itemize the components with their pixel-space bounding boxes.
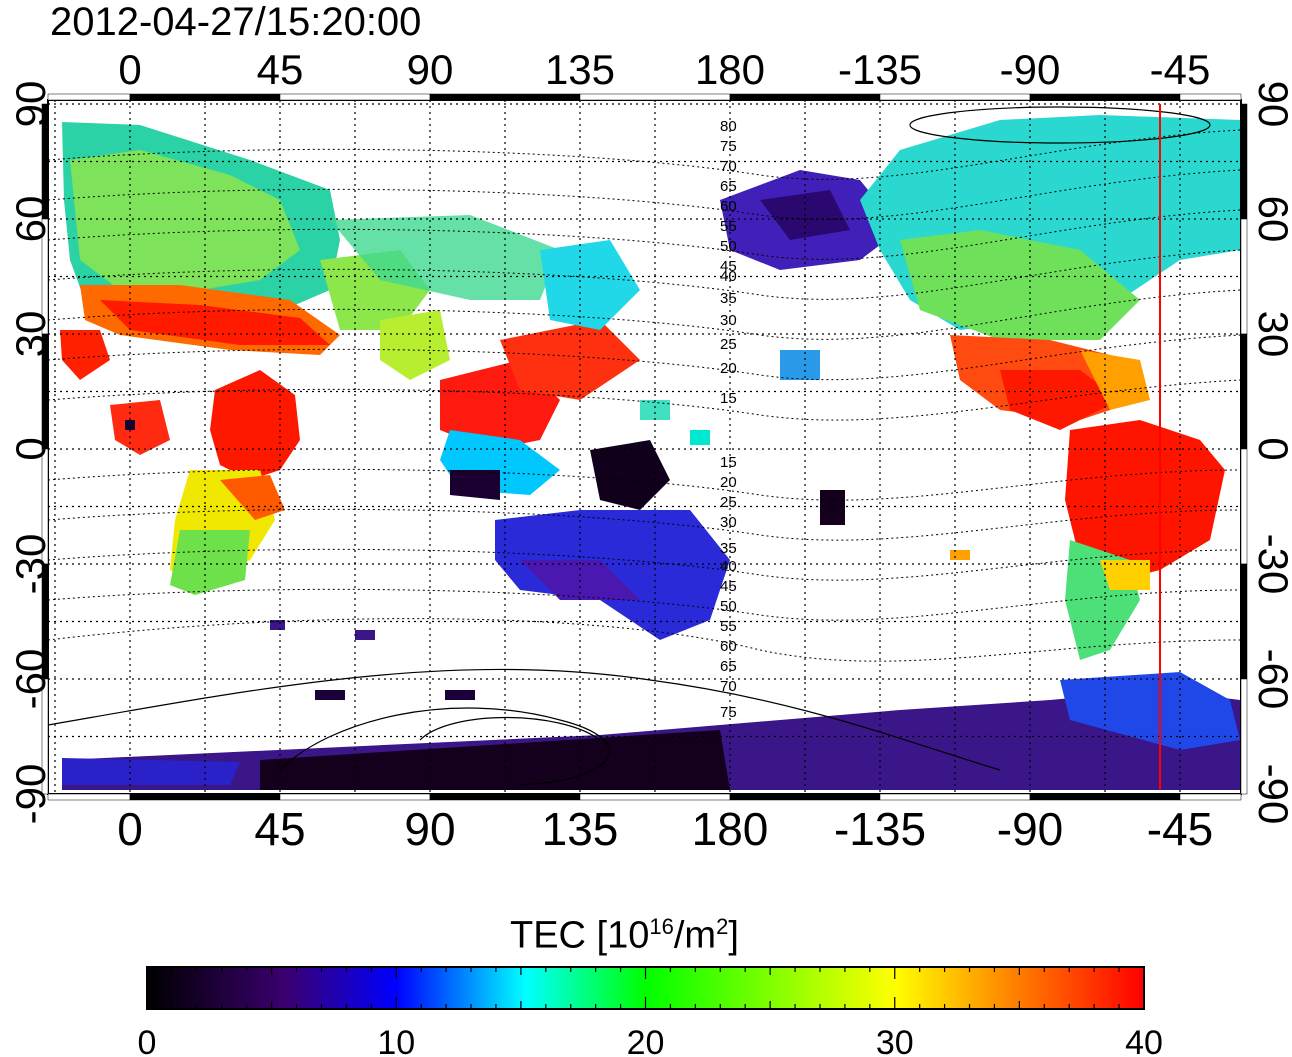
contour-label-s-12: 75	[720, 704, 737, 721]
colorbar-tick-labels: 0 10 20 30 40	[138, 1024, 1163, 1057]
contour-label-n-7: 45	[720, 258, 737, 275]
contour-label-s-4: 35	[720, 540, 737, 557]
contour-label-s-7: 50	[720, 598, 737, 615]
colorbar-label-2: 20	[627, 1024, 665, 1057]
contour-label-s-0: 15	[720, 454, 737, 471]
left-tick-6: -90	[7, 764, 54, 825]
right-tick-0: 90	[1250, 81, 1292, 128]
right-tick-2: 30	[1250, 311, 1292, 358]
colorbar-ticks	[146, 967, 1145, 1009]
contour-label-n-3: 65	[720, 178, 737, 195]
contour-label-n-11: 25	[720, 336, 737, 353]
magnetic-latitude-contours	[47, 129, 1242, 662]
tec-color-regions	[60, 115, 1240, 790]
bottom-tick-6: -90	[997, 803, 1063, 855]
right-latitude-ticks: 90 60 30 0 -30 -60 -90	[1250, 81, 1292, 825]
contour-label-s-6: 45	[720, 578, 737, 595]
bottom-tick-4: 180	[692, 803, 769, 855]
left-tick-4: -30	[7, 534, 54, 595]
contour-label-n-0: 80	[720, 118, 737, 135]
colorbar-title: TEC [1016/m2]	[510, 914, 739, 957]
top-tick-1: 45	[257, 46, 304, 93]
contour-label-s-2: 25	[720, 494, 737, 511]
contour-label-n-2: 70	[720, 158, 737, 175]
contour-label-n-8: 40	[720, 268, 737, 285]
contour-label-n-9: 35	[720, 290, 737, 307]
left-tick-3: 0	[7, 437, 54, 460]
top-tick-2: 90	[407, 46, 454, 93]
top-tick-3: 135	[545, 46, 615, 93]
colorbar-label-3: 30	[876, 1024, 914, 1057]
contour-label-n-12: 20	[720, 360, 737, 377]
contour-label-s-3: 30	[720, 514, 737, 531]
left-tick-5: -60	[7, 649, 54, 710]
right-tick-4: -30	[1250, 534, 1292, 595]
bottom-tick-7: -45	[1147, 803, 1213, 855]
bottom-tick-0: 0	[117, 803, 143, 855]
contour-label-s-1: 20	[720, 474, 737, 491]
top-tick-7: -45	[1150, 46, 1211, 93]
contour-label-n-4: 60	[720, 198, 737, 215]
map-timestamp-title: 2012-04-27/15:20:00	[50, 0, 422, 44]
contour-label-s-8: 55	[720, 618, 737, 635]
right-tick-6: -90	[1250, 764, 1292, 825]
bottom-longitude-ticks: 0 45 90 135 180 -135 -90 -45	[117, 803, 1213, 855]
contour-label-s-10: 65	[720, 658, 737, 675]
top-tick-0: 0	[118, 46, 141, 93]
left-tick-0: 90	[7, 81, 54, 128]
top-tick-6: -90	[1000, 46, 1061, 93]
colorbar-label-0: 0	[138, 1024, 157, 1057]
left-latitude-ticks: 90 60 30 0 -30 -60 -90	[7, 81, 54, 825]
top-tick-5: -135	[838, 46, 922, 93]
contour-label-n-5: 55	[720, 218, 737, 235]
contour-label-n-1: 75	[720, 138, 737, 155]
top-longitude-ticks: 0 45 90 135 180 -135 -90 -45	[118, 46, 1210, 93]
bottom-tick-2: 90	[404, 803, 455, 855]
contour-label-s-11: 70	[720, 678, 737, 695]
contour-label-n-13: 15	[720, 390, 737, 407]
bottom-tick-3: 135	[542, 803, 619, 855]
contour-label-s-9: 60	[720, 638, 737, 655]
right-tick-3: 0	[1250, 437, 1292, 460]
polar-contours	[47, 106, 1211, 786]
colorbar-label-4: 40	[1125, 1024, 1163, 1057]
bottom-tick-1: 45	[254, 803, 305, 855]
contour-label-n-10: 30	[720, 312, 737, 329]
left-tick-2: 30	[7, 311, 54, 358]
frame-scale-bars	[41, 93, 1248, 801]
contour-label-n-6: 50	[720, 238, 737, 255]
left-tick-1: 60	[7, 196, 54, 243]
bottom-tick-5: -135	[834, 803, 926, 855]
contour-label-s-5: 40	[720, 558, 737, 575]
colorbar-label-1: 10	[377, 1024, 415, 1057]
top-tick-4: 180	[695, 46, 765, 93]
right-tick-5: -60	[1250, 649, 1292, 710]
right-tick-1: 60	[1250, 196, 1292, 243]
